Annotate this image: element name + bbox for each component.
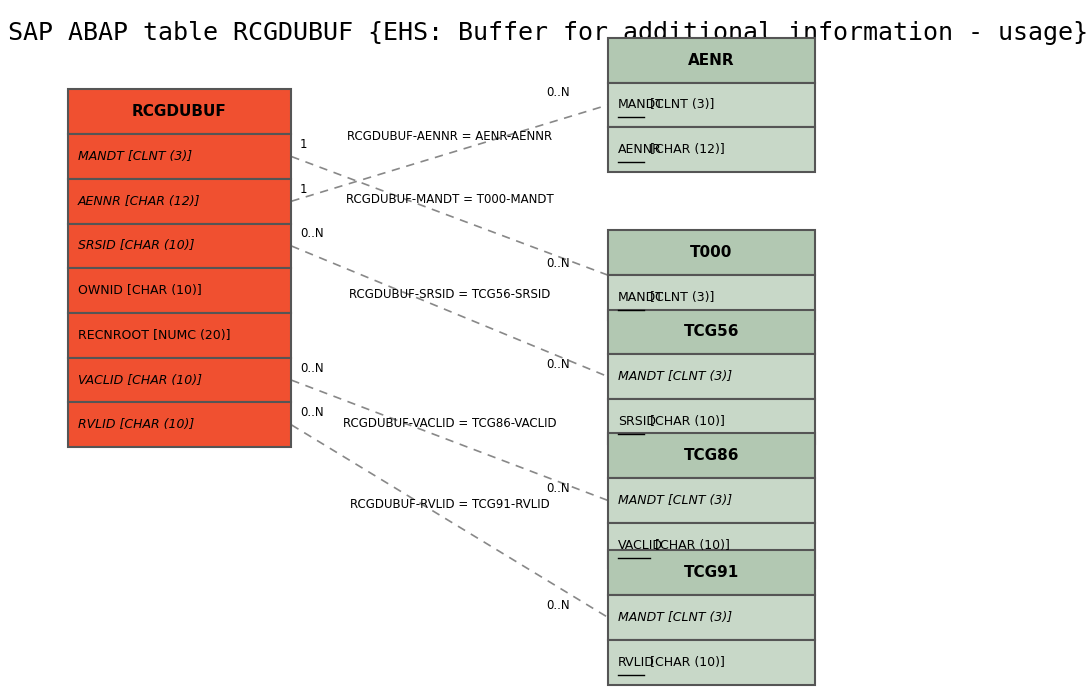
- Bar: [608, 550, 815, 595]
- Text: [CLNT (3)]: [CLNT (3)]: [646, 291, 714, 304]
- Bar: [608, 640, 815, 685]
- Text: MANDT [CLNT (3)]: MANDT [CLNT (3)]: [619, 370, 732, 383]
- Bar: [608, 478, 815, 523]
- Bar: [608, 595, 815, 640]
- Text: RCGDUBUF: RCGDUBUF: [132, 105, 227, 119]
- Bar: [68, 358, 292, 402]
- Bar: [68, 268, 292, 313]
- Text: VACLID [CHAR (10)]: VACLID [CHAR (10)]: [77, 374, 201, 387]
- Text: 0..N: 0..N: [299, 362, 323, 375]
- Text: RCGDUBUF-RVLID = TCG91-RVLID: RCGDUBUF-RVLID = TCG91-RVLID: [350, 498, 550, 510]
- Bar: [68, 89, 292, 134]
- Bar: [608, 275, 815, 320]
- Text: TCG56: TCG56: [684, 325, 739, 339]
- Text: 0..N: 0..N: [299, 407, 323, 420]
- Text: 0..N: 0..N: [547, 257, 570, 270]
- Bar: [608, 38, 815, 83]
- Text: MANDT [CLNT (3)]: MANDT [CLNT (3)]: [619, 494, 732, 507]
- Bar: [68, 313, 292, 358]
- Text: RVLID: RVLID: [619, 656, 656, 669]
- Text: T000: T000: [690, 246, 733, 260]
- Text: SRSID [CHAR (10)]: SRSID [CHAR (10)]: [77, 239, 194, 252]
- Text: MANDT: MANDT: [619, 291, 664, 304]
- Text: [CHAR (10)]: [CHAR (10)]: [646, 415, 724, 428]
- Text: TCG91: TCG91: [684, 566, 739, 580]
- Text: RCGDUBUF-VACLID = TCG86-VACLID: RCGDUBUF-VACLID = TCG86-VACLID: [343, 417, 556, 430]
- Text: SAP ABAP table RCGDUBUF {EHS: Buffer for additional information - usage}: SAP ABAP table RCGDUBUF {EHS: Buffer for…: [9, 21, 1088, 45]
- Text: MANDT [CLNT (3)]: MANDT [CLNT (3)]: [77, 150, 192, 163]
- Text: RCGDUBUF-AENNR = AENR-AENNR: RCGDUBUF-AENNR = AENR-AENNR: [347, 130, 552, 143]
- Bar: [608, 433, 815, 478]
- Bar: [68, 402, 292, 447]
- Text: AENNR: AENNR: [619, 143, 662, 156]
- Bar: [608, 523, 815, 568]
- Bar: [608, 310, 815, 354]
- Bar: [608, 127, 815, 172]
- Text: SRSID: SRSID: [619, 415, 657, 428]
- Text: OWNID [CHAR (10)]: OWNID [CHAR (10)]: [77, 284, 201, 297]
- Text: AENR: AENR: [688, 53, 735, 67]
- Text: 0..N: 0..N: [299, 228, 323, 241]
- Text: TCG86: TCG86: [684, 449, 739, 463]
- Text: MANDT [CLNT (3)]: MANDT [CLNT (3)]: [619, 611, 732, 624]
- Bar: [608, 230, 815, 275]
- Text: AENNR [CHAR (12)]: AENNR [CHAR (12)]: [77, 195, 200, 208]
- Text: 0..N: 0..N: [547, 599, 570, 612]
- Bar: [68, 224, 292, 268]
- Text: RCGDUBUF-MANDT = T000-MANDT: RCGDUBUF-MANDT = T000-MANDT: [346, 193, 553, 206]
- Text: 1: 1: [299, 138, 307, 151]
- Bar: [608, 354, 815, 399]
- Bar: [68, 179, 292, 224]
- Text: 0..N: 0..N: [547, 87, 570, 100]
- Bar: [608, 83, 815, 127]
- Text: RVLID [CHAR (10)]: RVLID [CHAR (10)]: [77, 418, 194, 431]
- Text: RCGDUBUF-SRSID = TCG56-SRSID: RCGDUBUF-SRSID = TCG56-SRSID: [350, 288, 550, 301]
- Text: VACLID: VACLID: [619, 539, 663, 552]
- Bar: [608, 399, 815, 444]
- Text: [CHAR (12)]: [CHAR (12)]: [646, 143, 724, 156]
- Bar: [68, 134, 292, 179]
- Text: 1: 1: [299, 183, 307, 196]
- Text: [CLNT (3)]: [CLNT (3)]: [646, 98, 714, 111]
- Text: MANDT: MANDT: [619, 98, 664, 111]
- Text: RECNROOT [NUMC (20)]: RECNROOT [NUMC (20)]: [77, 329, 230, 342]
- Text: 0..N: 0..N: [547, 358, 570, 372]
- Text: [CHAR (10)]: [CHAR (10)]: [651, 539, 730, 552]
- Text: [CHAR (10)]: [CHAR (10)]: [646, 656, 724, 669]
- Text: 0..N: 0..N: [547, 482, 570, 495]
